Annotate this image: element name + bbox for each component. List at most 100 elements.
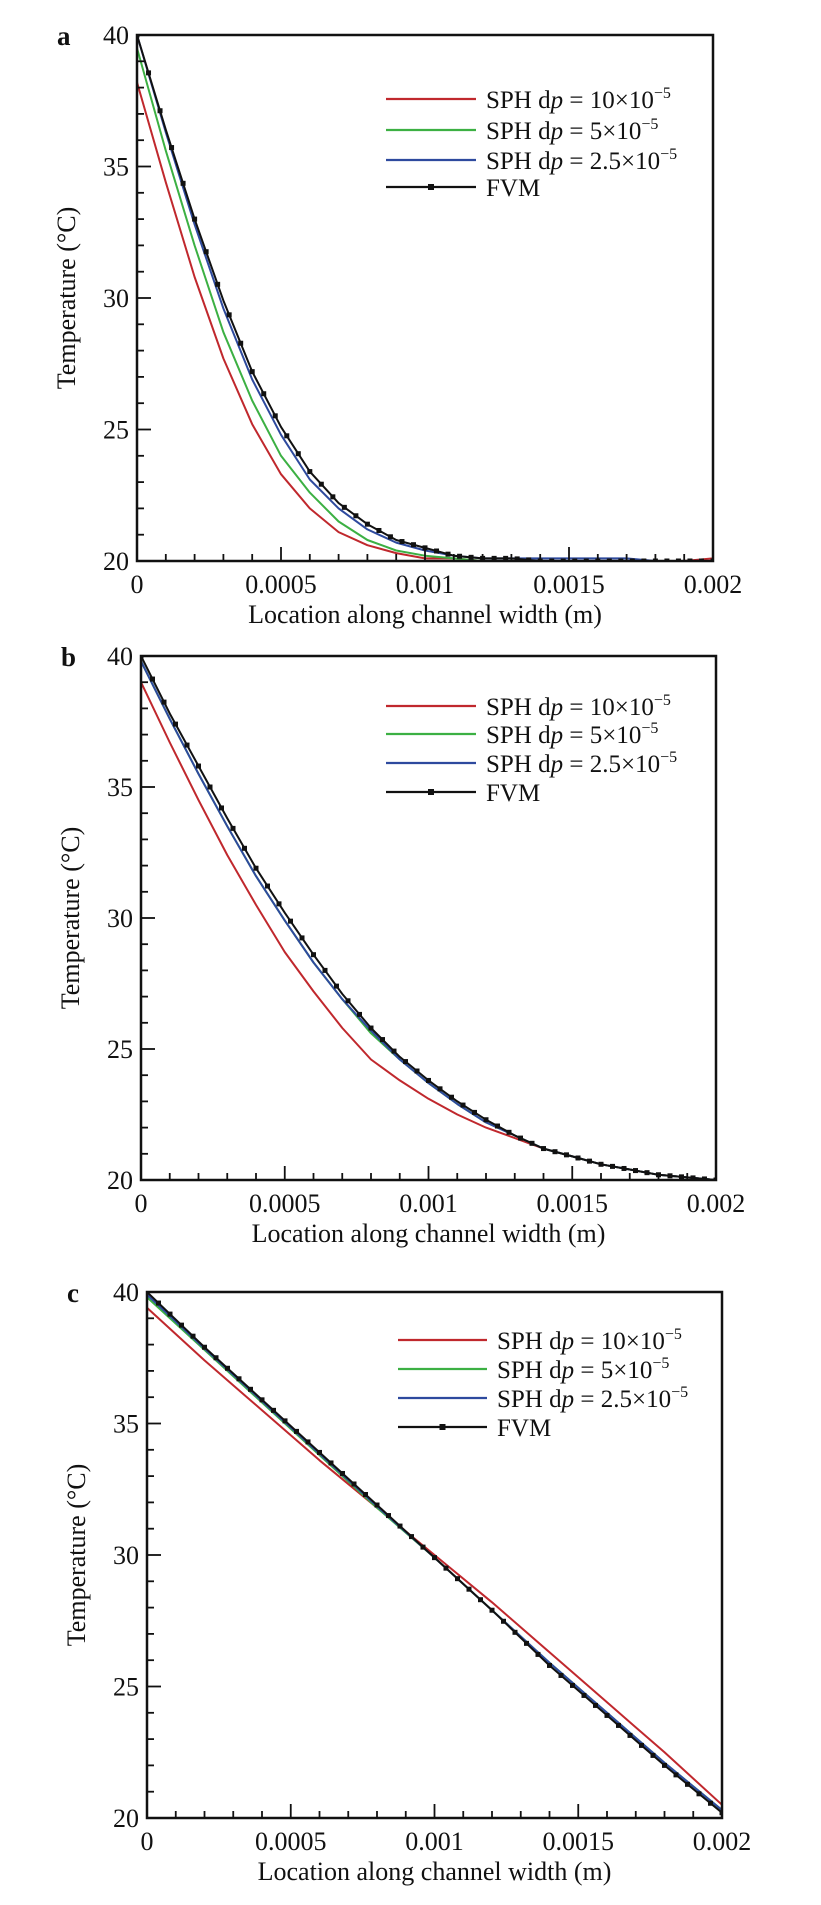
fvm-marker: [403, 1059, 408, 1065]
fvm-marker: [483, 1117, 489, 1123]
legend-label-var: p: [549, 87, 564, 114]
fvm-marker: [192, 216, 198, 222]
fvm-marker: [489, 1607, 495, 1613]
fvm-marker: [570, 1682, 575, 1688]
legend-label-prefix: SPH d: [497, 1328, 562, 1355]
fvm-marker: [272, 413, 278, 419]
y-axis-label: Temperature (°C): [52, 207, 81, 390]
fvm-marker: [685, 1781, 690, 1787]
fvm-marker: [386, 1513, 391, 1519]
fvm-marker: [604, 1712, 610, 1718]
x-tick-label: 0.002: [684, 570, 743, 599]
fvm-marker: [529, 1140, 535, 1146]
fvm-marker: [173, 721, 178, 727]
fvm-marker: [282, 1418, 288, 1424]
x-tick-label: 0: [131, 570, 144, 599]
fvm-marker: [468, 554, 474, 560]
legend-label: SPH dp = 5×10−5: [497, 1355, 669, 1384]
x-tick-label: 0.0005: [249, 1189, 321, 1218]
y-tick-label: 25: [103, 416, 129, 445]
fvm-marker: [364, 521, 370, 527]
legend-label-prefix: FVM: [486, 175, 540, 202]
legend-label-var: p: [549, 694, 564, 721]
fvm-marker: [650, 1752, 656, 1758]
legend-item: SPH dp = 5×10−5: [386, 116, 658, 145]
fvm-marker: [610, 1163, 615, 1169]
y-tick-label: 35: [107, 773, 133, 802]
legend-label-var: p: [549, 118, 564, 145]
series-line-0: [147, 1307, 722, 1806]
fvm-marker: [311, 952, 316, 958]
fvm-marker: [226, 312, 232, 318]
fvm-marker: [374, 1502, 380, 1508]
legend-marker: [428, 184, 434, 190]
fvm-marker: [575, 1155, 581, 1161]
fvm-marker: [357, 1011, 362, 1017]
x-tick-label: 0.002: [693, 1827, 752, 1856]
fvm-marker: [564, 1152, 569, 1158]
y-tick-label: 20: [107, 1166, 133, 1195]
legend-label-exponent: −5: [654, 85, 671, 102]
fvm-marker: [690, 1175, 696, 1180]
legend-label-exponent: −5: [641, 116, 658, 133]
fvm-marker: [443, 1565, 449, 1571]
fvm-marker: [587, 1158, 592, 1164]
fvm-marker: [236, 1376, 242, 1382]
fvm-marker: [249, 369, 255, 375]
legend-label-prefix: SPH d: [497, 1357, 562, 1384]
fvm-marker: [213, 1355, 219, 1361]
legend-item: SPH dp = 10×10−5: [386, 85, 671, 114]
legend-item: SPH dp = 2.5×10−5: [386, 749, 677, 778]
x-axis-label: Location along channel width (m): [252, 1219, 606, 1248]
legend-label-var: p: [549, 722, 564, 749]
legend-label-var: p: [549, 751, 564, 778]
fvm-marker: [284, 433, 290, 439]
fvm-marker: [161, 699, 167, 705]
fvm-marker: [265, 883, 270, 889]
x-tick-label: 0.001: [405, 1827, 464, 1856]
x-tick-label: 0.0015: [543, 1827, 615, 1856]
fvm-marker: [167, 1311, 173, 1317]
fvm-marker: [179, 1322, 184, 1328]
fvm-marker: [414, 1068, 420, 1074]
fvm-marker: [535, 1651, 541, 1657]
fvm-marker: [547, 1662, 552, 1668]
fvm-marker: [432, 1555, 437, 1561]
fvm-marker: [445, 551, 451, 557]
panel-letter: c: [67, 1278, 79, 1308]
fvm-marker: [328, 1460, 334, 1466]
panel-a: 0 0.0005 0.001 0.0015 0.002 20 25 30 35 40 Locatio…: [52, 21, 742, 629]
legend-item: FVM: [398, 1415, 551, 1442]
legend-label-exponent: −5: [660, 749, 677, 766]
fvm-marker: [399, 539, 405, 545]
legend-label: SPH dp = 2.5×10−5: [497, 1384, 688, 1413]
legend-label-var: p: [560, 1328, 575, 1355]
legend-label-prefix: SPH d: [486, 87, 551, 114]
fvm-marker: [581, 1692, 587, 1698]
fvm-marker: [644, 1170, 650, 1176]
fvm-marker: [150, 676, 155, 682]
fvm-marker: [317, 1449, 322, 1455]
legend-label-var: p: [549, 148, 564, 175]
fvm-marker: [673, 1772, 679, 1778]
legend-label-value: = 10×10: [563, 87, 654, 114]
legend-label-value: = 2.5×10: [574, 1386, 671, 1413]
fvm-marker: [248, 1386, 253, 1392]
y-axis-label: Temperature (°C): [56, 827, 85, 1010]
fvm-marker: [552, 1149, 558, 1155]
x-tick-label: 0.0015: [537, 1189, 609, 1218]
fvm-marker: [506, 1129, 512, 1135]
fvm-marker: [426, 1077, 431, 1083]
legend-item: SPH dp = 10×10−5: [386, 692, 671, 721]
fvm-marker: [340, 1470, 345, 1476]
panel-b: 0 0.0005 0.001 0.0015 0.002 20 25 30 35 40 Locatio…: [56, 642, 745, 1248]
legend-label-exponent: −5: [654, 692, 671, 709]
fvm-marker: [593, 1702, 598, 1708]
fvm-marker: [334, 983, 339, 989]
legend-item: SPH dp = 10×10−5: [398, 1326, 682, 1355]
fvm-marker: [288, 918, 293, 924]
fvm-marker: [696, 1791, 702, 1797]
